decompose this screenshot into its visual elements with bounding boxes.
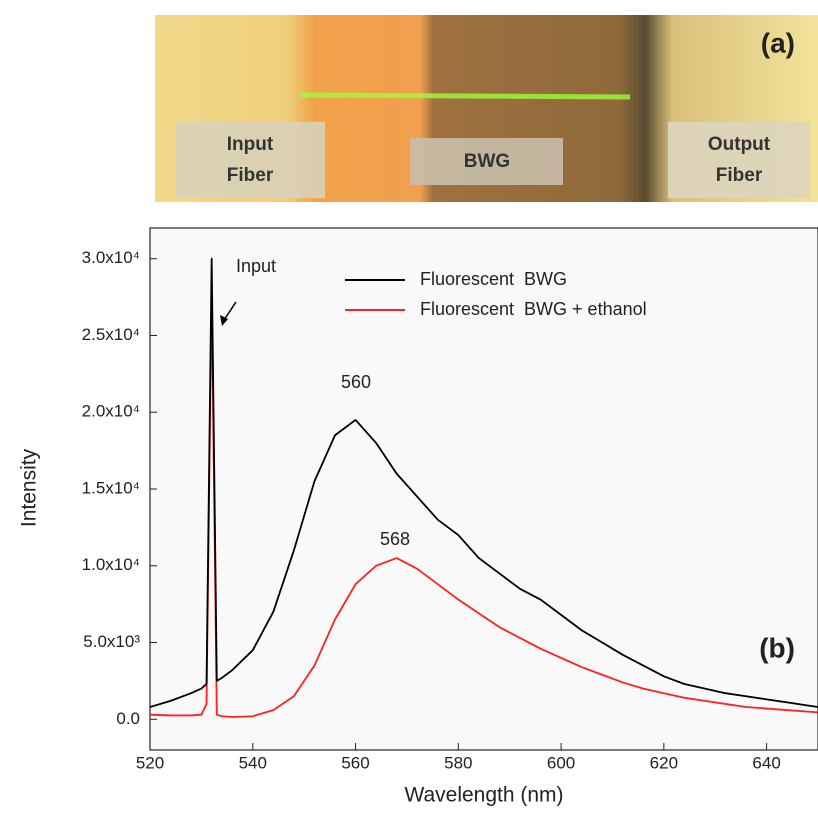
y-tick-label: 2.5x10⁴: [82, 325, 140, 344]
label-box: [410, 138, 563, 185]
annotation: 568: [380, 529, 410, 549]
x-tick-label: 600: [547, 753, 575, 772]
label-box: [175, 122, 325, 198]
x-axis-title: Wavelength (nm): [404, 784, 563, 807]
y-tick-label: 3.0x10⁴: [82, 248, 140, 267]
x-tick-label: 620: [650, 753, 678, 772]
annotation: Input: [236, 256, 276, 276]
photo-label: Fiber: [716, 165, 763, 186]
panel-tag: (a): [761, 27, 795, 58]
arrowhead: [220, 315, 228, 326]
label-box: [668, 122, 810, 198]
series-line: [150, 257, 818, 708]
series-line: [150, 288, 818, 718]
y-tick-label: 2.0x10⁴: [82, 402, 140, 421]
legend-label: Fluorescent BWG + ethanol: [420, 299, 647, 319]
x-tick-label: 580: [444, 753, 472, 772]
y-tick-label: 1.5x10⁴: [82, 478, 140, 497]
x-tick-label: 540: [239, 753, 267, 772]
x-tick-label: 640: [752, 753, 780, 772]
x-tick-label: 520: [136, 753, 164, 772]
panel-tag: (b): [759, 632, 795, 663]
photo-label: Fiber: [227, 165, 274, 186]
photo-panel: Input Fiber BWG Output Fiber (a): [155, 15, 818, 202]
x-tick-label: 560: [341, 753, 369, 772]
photo-label: BWG: [464, 151, 510, 172]
legend-label: Fluorescent BWG: [420, 269, 567, 289]
photo-label: Output: [708, 134, 771, 155]
y-tick-label: 0.0: [116, 709, 140, 728]
light-path: [299, 92, 631, 100]
y-axis-title: Intensity: [18, 448, 41, 527]
plot-lines: [150, 257, 818, 718]
y-tick-label: 1.0x10⁴: [82, 555, 140, 574]
photo-label: Input: [227, 134, 274, 155]
y-tick-label: 5.0x10³: [83, 632, 140, 651]
plot-area: [149, 227, 818, 751]
annotation: 560: [341, 372, 371, 392]
